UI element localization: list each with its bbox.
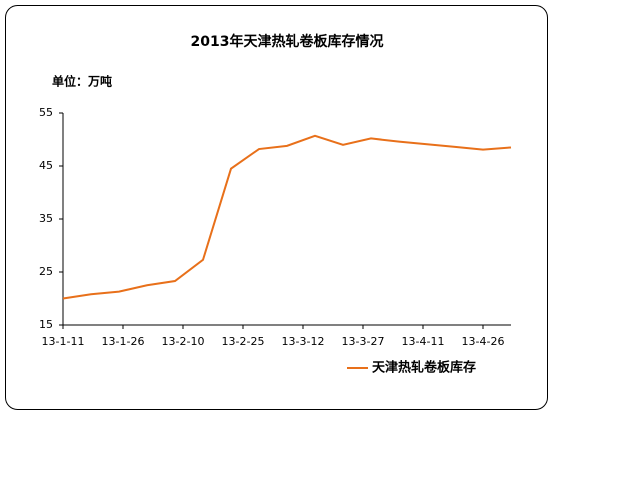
x-tick-label: 13-1-11 — [42, 335, 85, 348]
unit-label: 单位：万吨 — [52, 74, 112, 89]
y-tick-label: 55 — [39, 106, 53, 119]
chart-title: 2013年天津热轧卷板库存情况 — [191, 33, 384, 50]
x-tick-label: 13-2-25 — [222, 335, 265, 348]
y-tick-label: 15 — [39, 318, 53, 331]
legend-label: 天津热轧卷板库存 — [372, 360, 476, 376]
chart-frame — [5, 5, 548, 410]
series-line — [62, 134, 512, 300]
x-tick-label: 13-1-26 — [102, 335, 145, 348]
y-tick-label: 35 — [39, 212, 53, 225]
x-tick-label: 13-2-10 — [162, 335, 205, 348]
y-tick-label: 25 — [39, 265, 53, 278]
x-tick-label: 13-3-12 — [282, 335, 325, 348]
x-tick-label: 13-3-27 — [342, 335, 385, 348]
x-tick-label: 13-4-26 — [462, 335, 505, 348]
y-tick-label: 45 — [39, 159, 53, 172]
x-tick-label: 13-4-11 — [402, 335, 445, 348]
